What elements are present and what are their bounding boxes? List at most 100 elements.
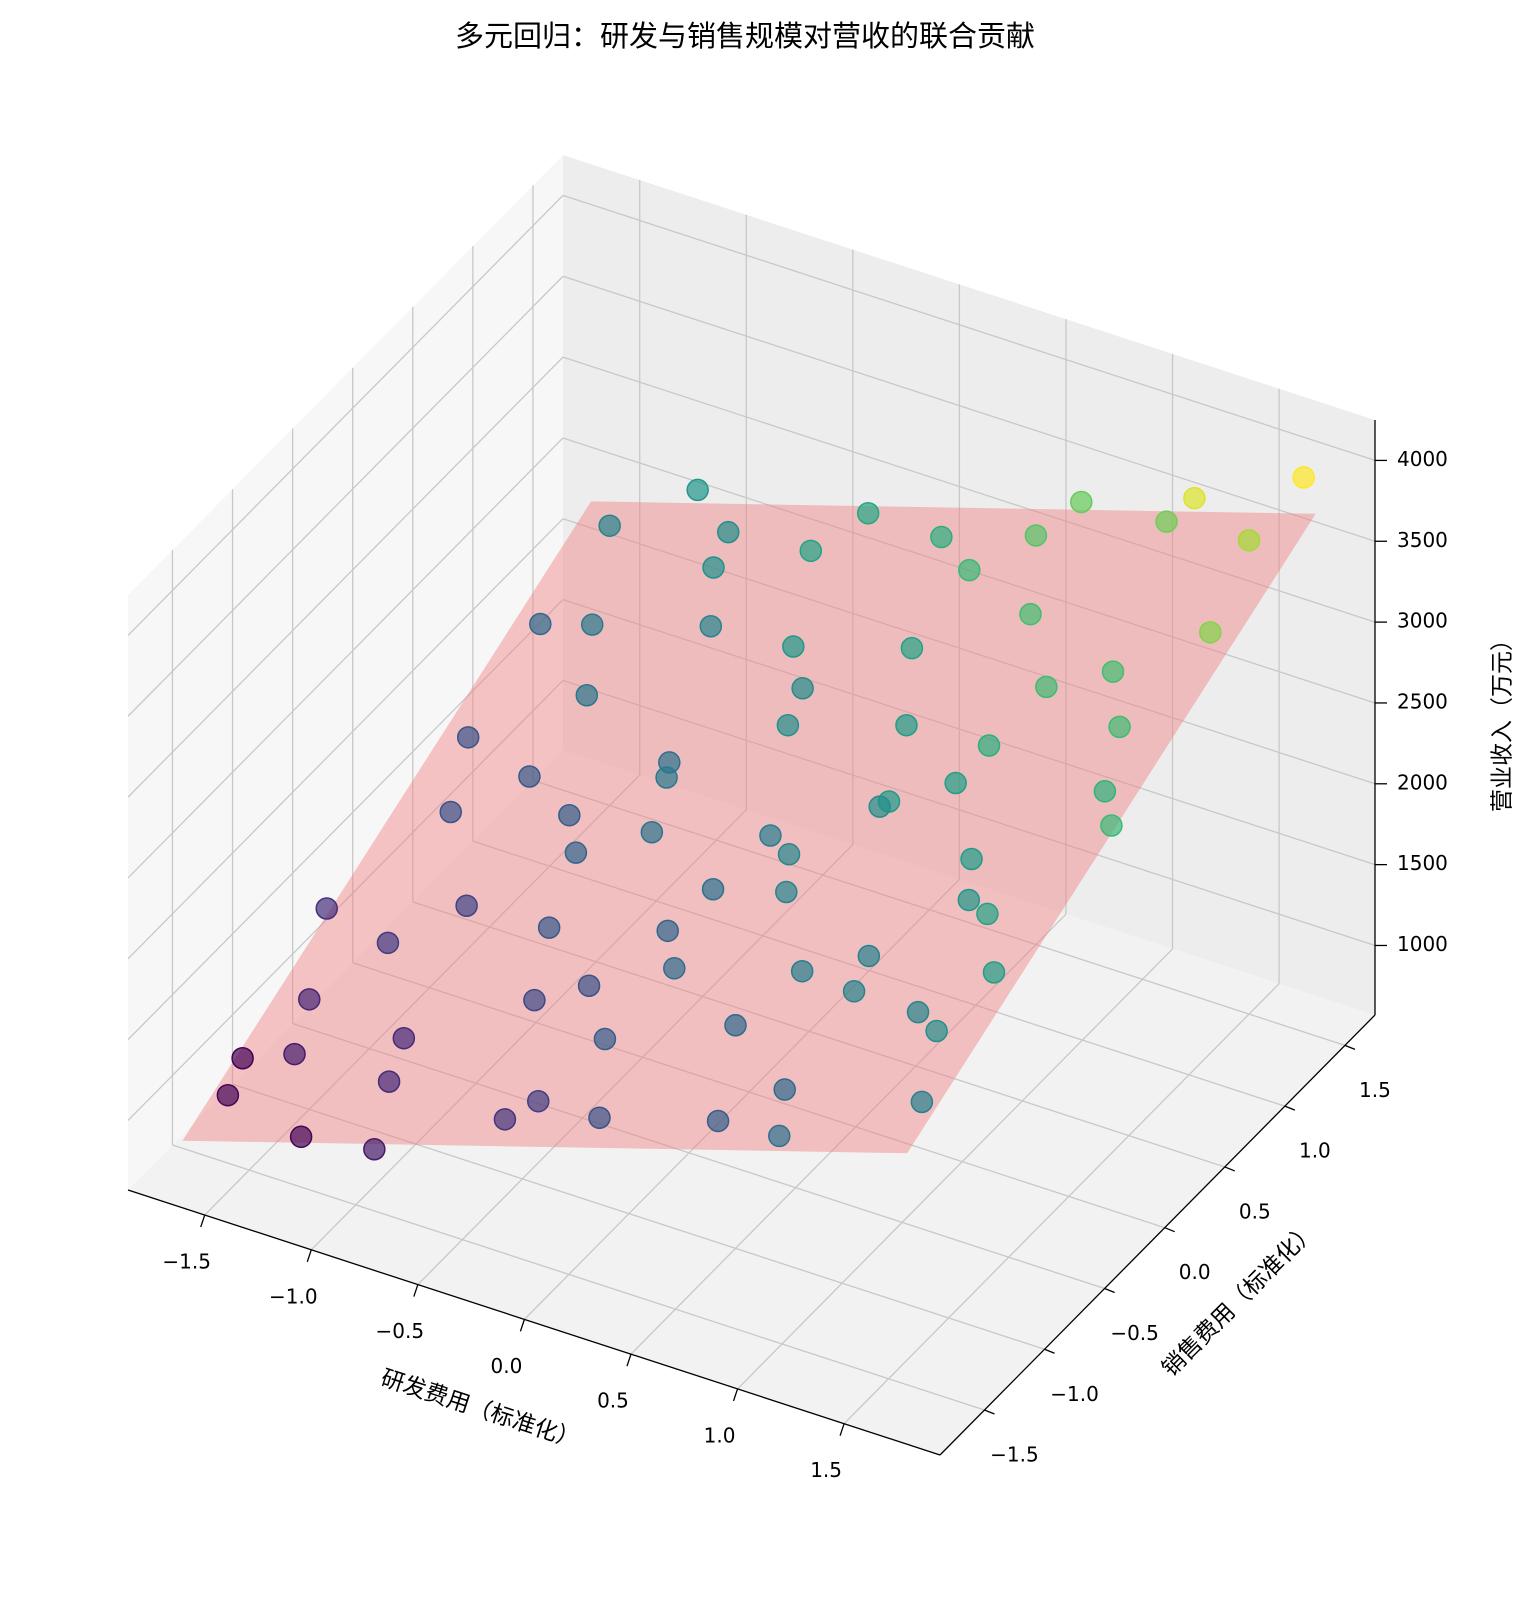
y-tick-label: −1.5 [990, 1443, 1039, 1467]
y-tick [1224, 1166, 1236, 1172]
point [518, 765, 541, 788]
grid-line [737, 948, 1173, 1390]
z-tick-label: 2500 [1397, 689, 1448, 713]
regression-plane [182, 501, 1316, 1154]
x-axis-label: 研发费用（标准化） [378, 1365, 583, 1454]
grid-line [127, 599, 564, 1041]
grid-line [127, 680, 564, 1121]
point [701, 877, 725, 901]
x-tick-label: 0.0 [491, 1354, 523, 1378]
y-tick [1344, 1044, 1356, 1050]
grid-line [562, 599, 1376, 866]
point [706, 1109, 730, 1133]
point [759, 824, 782, 847]
x-tick [306, 1249, 312, 1263]
y-axis-label: 销售费用（标准化） [1157, 1217, 1322, 1382]
grid-line [127, 275, 564, 717]
grid-line [843, 983, 1280, 1425]
grid-line [172, 1144, 985, 1411]
x-tick-label: 1.0 [704, 1423, 736, 1447]
point [857, 944, 881, 968]
point [982, 961, 1006, 984]
point [523, 988, 546, 1012]
point [656, 919, 679, 943]
z-tick-label: 2000 [1397, 770, 1448, 794]
y-tick-label: 0.0 [1179, 1260, 1211, 1284]
point [686, 478, 709, 502]
grid-line [562, 679, 1376, 947]
point [529, 612, 552, 636]
chart-title: 多元回归：研发与销售规模对营收的联合贡献 [455, 19, 1035, 53]
y-tick-label: 1.0 [1299, 1139, 1331, 1163]
point [799, 539, 823, 563]
y-tick [1284, 1105, 1296, 1111]
point [580, 613, 604, 636]
y-tick-label: 1.5 [1359, 1078, 1391, 1102]
point [1019, 602, 1042, 626]
point [298, 988, 321, 1011]
grid-line [523, 878, 960, 1320]
point [724, 1014, 747, 1037]
point [1035, 675, 1058, 699]
grid-line [127, 518, 564, 960]
point [930, 525, 953, 549]
grid-line [630, 913, 1067, 1355]
x-tick [732, 1388, 739, 1402]
x-tick-label: −0.5 [376, 1319, 425, 1343]
x-axis-line [127, 1189, 941, 1456]
point [1237, 529, 1261, 552]
point [558, 803, 581, 827]
point [577, 974, 601, 997]
point [842, 980, 866, 1003]
grid-line [127, 437, 564, 879]
point [1292, 466, 1315, 489]
point [944, 771, 967, 795]
z-tick-label: 1000 [1397, 932, 1448, 956]
z-tick-label: 3500 [1397, 528, 1448, 552]
point [976, 902, 999, 926]
point [773, 1078, 796, 1101]
point [655, 766, 678, 789]
point [699, 615, 723, 638]
point [493, 1108, 517, 1131]
z-tick-label: 1500 [1397, 851, 1448, 875]
x-tick-label: 0.5 [597, 1389, 629, 1413]
left-pane [128, 155, 563, 1190]
point [363, 1138, 386, 1161]
point [900, 636, 924, 660]
point [977, 734, 1001, 757]
grid-line [472, 840, 1286, 1107]
point [895, 713, 918, 737]
y-tick-label: 0.5 [1239, 1199, 1271, 1223]
x-tick-label: −1.0 [269, 1284, 318, 1308]
point [663, 957, 686, 980]
point [598, 514, 621, 537]
point [717, 520, 740, 544]
grid-line [562, 275, 1376, 542]
point [376, 931, 400, 955]
point [315, 897, 338, 920]
point [856, 501, 880, 525]
point [1199, 621, 1222, 644]
point [702, 556, 725, 579]
point [1183, 486, 1206, 510]
z-axis-label: 营业收入（万元） [1490, 628, 1516, 812]
y-tick [984, 1409, 995, 1415]
y-tick [1044, 1348, 1055, 1354]
y-tick-label: −1.0 [1050, 1382, 1099, 1406]
point [392, 1026, 416, 1050]
grid-line [412, 901, 1225, 1168]
point [960, 847, 983, 871]
grid-line [127, 194, 564, 636]
y-axis-line [939, 1014, 1376, 1456]
point [537, 916, 561, 939]
point [1101, 660, 1125, 683]
grid-line [292, 1022, 1105, 1290]
x-tick [413, 1284, 419, 1297]
y-tick-label: −0.5 [1110, 1321, 1159, 1345]
point [790, 959, 814, 983]
grid-line [562, 194, 1376, 462]
z-tick-label: 4000 [1397, 447, 1448, 471]
point [564, 841, 588, 864]
